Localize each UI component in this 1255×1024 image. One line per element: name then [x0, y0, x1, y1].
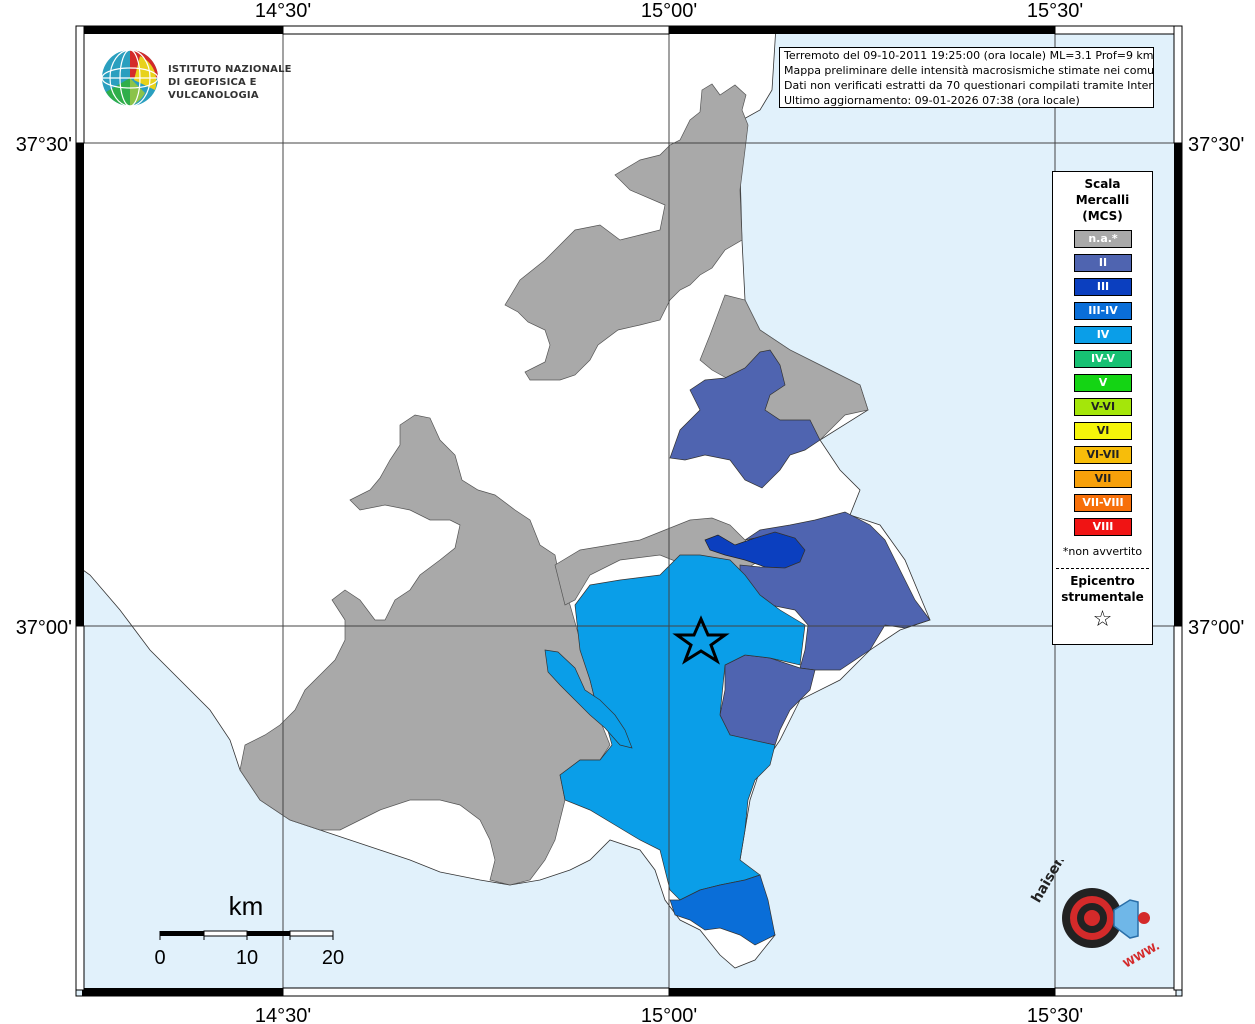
- legend-swatch-iv: IV: [1074, 326, 1132, 344]
- legend-swatch-iii: III: [1074, 278, 1132, 296]
- legend-divider: [1056, 568, 1149, 569]
- event-info-line: Mappa preliminare delle intensità macros…: [784, 64, 1154, 77]
- scale-label: 20: [322, 947, 344, 969]
- legend-swatch-viii: VIII: [1074, 518, 1132, 536]
- logo-line-2: DI GEOFISICA E VULCANOLOGIA: [168, 77, 259, 101]
- legend-epicenter-title: Epicentro strumentale: [1061, 574, 1144, 604]
- event-info-line: Dati non verificati estratti da 70 quest…: [784, 79, 1154, 92]
- region-ii-north: [669, 349, 821, 489]
- haisentito-logo: haisentitoilterremoto.it WWW.: [1029, 736, 1170, 980]
- legend-swatch-iv-v: IV-V: [1074, 350, 1132, 368]
- legend-swatch-v-vi: V-VI: [1074, 398, 1132, 416]
- region-na-north: [504, 83, 749, 381]
- legend-swatch-v: V: [1074, 374, 1132, 392]
- legend-swatch-vi: VI: [1074, 422, 1132, 440]
- lon-tick-top: 14°30': [255, 0, 311, 22]
- scale-bar: km 0 10 20: [154, 891, 344, 969]
- graticule: [76, 26, 1182, 996]
- lat-tick-right: 37°30': [1188, 134, 1244, 156]
- globe-icon: [101, 49, 159, 107]
- lat-tick-left: 37°30': [16, 134, 72, 156]
- legend-swatch-vii-viii: VII-VIII: [1074, 494, 1132, 512]
- scale-label: 10: [236, 947, 258, 969]
- mcs-legend: Scala Mercalli (MCS) n.a.* II III III-IV IV I…: [1052, 171, 1153, 645]
- legend-swatch-ii: II: [1074, 254, 1132, 272]
- region-iv: [559, 554, 806, 901]
- ingv-logo: ISTITUTO NAZIONALE DI GEOFISICA E VULCAN…: [100, 48, 320, 110]
- event-info-box: Terremoto del 09-10-2011 19:25:00 (ora l…: [779, 47, 1154, 108]
- legend-star-icon: ☆: [1092, 607, 1113, 632]
- lat-tick-right: 37°00': [1188, 617, 1244, 639]
- lon-tick-top: 15°00': [641, 0, 697, 22]
- lon-tick-bottom: 14°30': [255, 1005, 311, 1024]
- region-iv-west: [544, 649, 633, 749]
- legend-swatch-vi-vii: VI-VII: [1074, 446, 1132, 464]
- lon-tick-bottom: 15°00': [641, 1005, 697, 1024]
- legend-swatch-vii: VII: [1074, 470, 1132, 488]
- lat-tick-left: 37°00': [16, 617, 72, 639]
- region-iii-iv: [669, 874, 776, 946]
- lon-tick-top: 15°30': [1027, 0, 1083, 22]
- watermark-url: WWW.: [1121, 939, 1162, 970]
- megaphone-icon: [1113, 899, 1139, 939]
- legend-title: Scala Mercalli (MCS): [1075, 177, 1130, 223]
- event-info-line: Terremoto del 09-10-2011 19:25:00 (ora l…: [784, 49, 1154, 62]
- scale-unit: km: [229, 891, 264, 921]
- event-info-line: Ultimo aggiornamento: 09-01-2026 07:38 (…: [784, 94, 1080, 107]
- map-frame: [75, 25, 1183, 997]
- scale-label: 0: [154, 947, 165, 969]
- legend-swatch-iii-iv: III-IV: [1074, 302, 1132, 320]
- legend-swatch-na: n.a.*: [1074, 230, 1132, 248]
- legend-footnote: *non avvertito: [1062, 545, 1143, 558]
- epicenter-star-icon: [672, 615, 730, 665]
- lon-tick-bottom: 15°30': [1027, 1005, 1083, 1024]
- logo-line-1: ISTITUTO NAZIONALE: [168, 64, 292, 75]
